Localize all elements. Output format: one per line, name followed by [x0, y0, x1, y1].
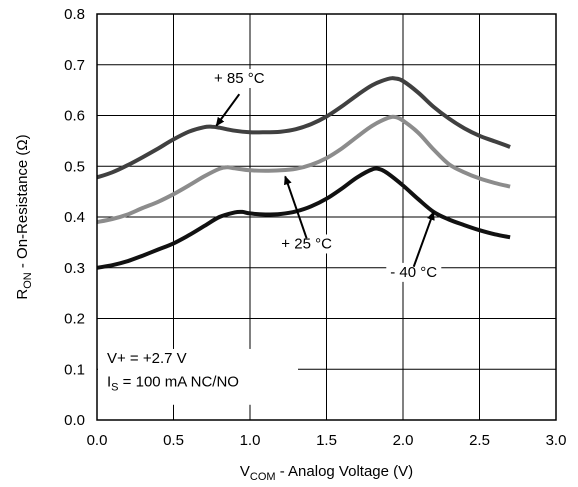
- x-axis-label-main: V: [240, 463, 250, 480]
- condition-current-main: I: [107, 374, 111, 391]
- condition-supply: V+ = +2.7 V: [107, 350, 187, 367]
- annotations: + 85 °C + 25 °C - 40 °C: [209, 69, 442, 282]
- annotation-label: + 25 °C: [281, 235, 332, 252]
- x-tick-label: 0.0: [87, 432, 108, 449]
- tick-labels: 0.0 0.5 1.0 1.5 2.0 2.5 3.0 0.0 0.1 0.2 0.3 0.4 0.5 0…: [64, 6, 566, 449]
- series-line-85-C: [96, 76, 511, 180]
- condition-current-sub: S: [111, 382, 118, 394]
- y-axis-label-main: R: [14, 289, 31, 300]
- x-tick-label: 1.5: [316, 432, 337, 449]
- x-tick-label: 2.5: [469, 432, 490, 449]
- y-tick-label: 0.3: [64, 260, 85, 277]
- series-line-40-C: [96, 166, 511, 270]
- y-tick-label: 0.4: [64, 209, 85, 226]
- condition-current: IS = 100 mA NC/NO: [107, 374, 239, 394]
- annotation-25-C: + 25 °C: [277, 175, 337, 254]
- x-tick-label: 3.0: [546, 432, 567, 449]
- x-axis-label-sub: COM: [250, 471, 276, 483]
- x-tick-label: 2.0: [393, 432, 414, 449]
- annotation-85-C: + 85 °C: [209, 69, 269, 127]
- plot-frame: [96, 13, 557, 421]
- y-axis-label-rest: - On-Resistance (Ω): [14, 134, 31, 272]
- annotation-arrow: [284, 175, 308, 239]
- series-line-25-C: [96, 114, 511, 225]
- annotation-background: [386, 262, 442, 282]
- y-tick-label: 0.0: [64, 412, 85, 429]
- conditions-background: [98, 348, 298, 405]
- y-tick-label: 0.1: [64, 361, 85, 378]
- y-tick-label: 0.5: [64, 158, 85, 175]
- x-axis-label: VCOM - Analog Voltage (V): [240, 463, 413, 483]
- annotation-label: + 85 °C: [214, 70, 265, 87]
- y-axis-label-sub: ON: [22, 272, 34, 289]
- x-tick-label: 1.0: [240, 432, 261, 449]
- y-axis-label: RON - On-Resistance (Ω): [14, 134, 34, 299]
- x-axis-label-rest: - Analog Voltage (V): [276, 463, 414, 480]
- annotation-background: [209, 69, 269, 89]
- conditions-box: V+ = +2.7 V IS = 100 mA NC/NO: [98, 348, 298, 405]
- annotation-40-C: - 40 °C: [386, 210, 442, 282]
- condition-current-rest: = 100 mA NC/NO: [119, 374, 239, 391]
- x-tick-label: 0.5: [163, 432, 184, 449]
- y-tick-label: 0.2: [64, 311, 85, 328]
- y-tick-label: 0.7: [64, 57, 85, 74]
- series-lines: [96, 76, 511, 270]
- annotation-label: - 40 °C: [390, 264, 437, 281]
- annotation-background: [277, 234, 337, 254]
- annotation-arrow: [215, 93, 241, 127]
- y-tick-label: 0.6: [64, 108, 85, 125]
- y-tick-label: 0.8: [64, 6, 85, 23]
- annotation-arrow: [412, 210, 435, 268]
